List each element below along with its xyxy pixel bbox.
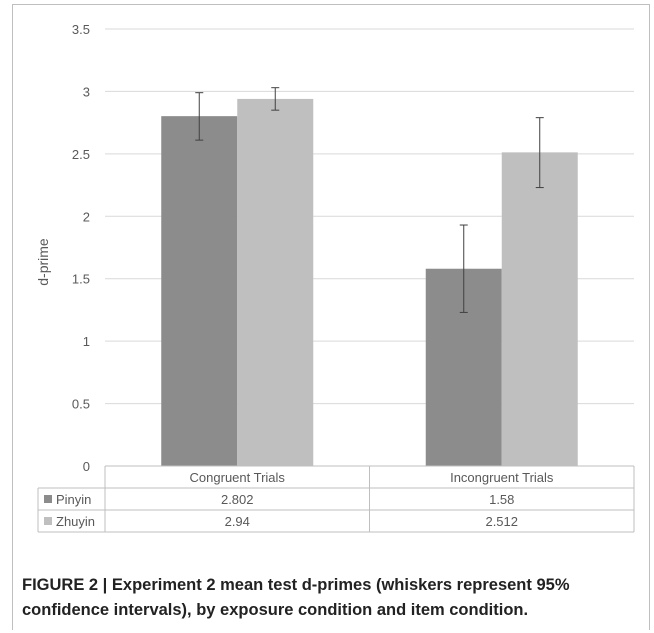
legend-label-zhuyin: Zhuyin [56, 514, 95, 529]
caption-label: FIGURE 2 | [22, 576, 108, 594]
bar-zhuyin-0 [237, 98, 314, 467]
y-tick-label: 0 [83, 459, 90, 474]
bar-chart: 0 0.5 1 1.5 2 2.5 3 3.5 Congruent Trials Incongr… [35, 22, 635, 533]
legend-label-pinyin: Pinyin [56, 492, 91, 507]
figure-caption: FIGURE 2 | Experiment 2 mean test d-prim… [22, 573, 642, 623]
data-label: 2.94 [225, 514, 250, 529]
y-tick-label: 2.5 [72, 147, 90, 162]
y-tick-label: 3 [83, 84, 90, 99]
error-whiskers [195, 87, 544, 313]
chart-frame [12, 4, 650, 630]
caption-text: Experiment 2 mean test d-primes (whisker… [22, 576, 570, 619]
y-axis-ticks: 0 0.5 1 1.5 2 2.5 3 3.5 [72, 22, 90, 474]
data-label: 2.802 [221, 492, 254, 507]
x-category-label: Incongruent Trials [450, 470, 554, 485]
y-tick-label: 1 [83, 334, 90, 349]
y-tick-label: 1.5 [72, 272, 90, 287]
y-tick-label: 3.5 [72, 22, 90, 37]
bar-pinyin-0 [161, 116, 238, 467]
y-tick-label: 0.5 [72, 397, 90, 412]
y-tick-label: 2 [83, 209, 90, 224]
legend-swatch-zhuyin [44, 517, 52, 525]
data-table: Congruent Trials Incongruent Trials Pinyin… [37, 465, 635, 533]
legend-swatch-pinyin [44, 495, 52, 503]
bar-zhuyin-1 [501, 152, 578, 466]
data-label: 1.58 [489, 492, 514, 507]
y-axis-label: d-prime [35, 238, 51, 286]
bars [161, 98, 578, 467]
x-category-label: Congruent Trials [190, 470, 286, 485]
data-label: 2.512 [485, 514, 518, 529]
